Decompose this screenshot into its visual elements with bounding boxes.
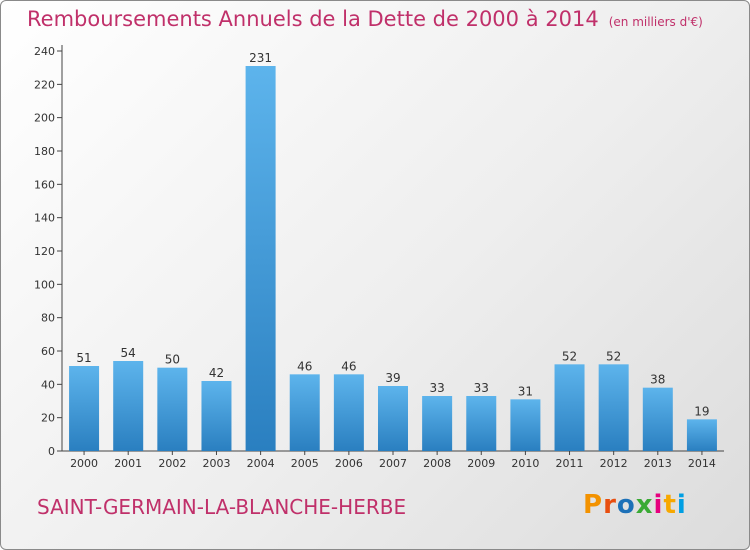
y-tick-label: 200 <box>34 112 55 125</box>
x-tick-label: 2009 <box>467 457 495 470</box>
x-tick-label: 2008 <box>423 457 451 470</box>
bar-2014 <box>686 419 717 451</box>
x-tick-label: 2005 <box>291 457 319 470</box>
y-tick-label: 160 <box>34 178 55 191</box>
y-tick-label: 220 <box>34 78 55 91</box>
x-tick-label: 2014 <box>688 457 716 470</box>
bar-2011 <box>554 364 585 451</box>
x-tick-label: 2010 <box>511 457 539 470</box>
x-tick-label: 2012 <box>600 457 628 470</box>
x-tick-label: 2003 <box>202 457 230 470</box>
proxiti-logo[interactable]: Proxiti <box>583 490 687 520</box>
x-axis: 2000 2001 2002 2003 2004 2005 2006 2007 2008 2009… <box>62 450 724 470</box>
logo-letter: i <box>676 490 687 520</box>
bar-2006 <box>333 374 364 451</box>
x-tick-label: 2013 <box>644 457 672 470</box>
y-tick-label: 100 <box>34 278 55 291</box>
bar-2009 <box>466 396 497 451</box>
x-tick-label: 2011 <box>556 457 584 470</box>
data-label-2005: 46 <box>297 359 312 373</box>
x-tick-label: 2001 <box>114 457 142 470</box>
chart-title: Remboursements Annuels de la Dette de 20… <box>27 7 703 31</box>
y-axis: 0 20 40 60 80 100 120 140 160 180 200 220 240 <box>34 45 63 458</box>
bar-2005 <box>289 374 320 451</box>
y-tick-label: 80 <box>41 312 55 325</box>
chart-title-text: Remboursements Annuels de la Dette de 20… <box>27 7 599 31</box>
bar-2000 <box>69 366 100 451</box>
data-labels: 51 54 50 42 231 46 46 39 33 33 31 52 52 38 19 <box>76 51 709 418</box>
logo-letter: x <box>635 490 654 520</box>
logo-letter: r <box>603 490 617 520</box>
y-tick-label: 120 <box>34 245 55 258</box>
y-tick-label: 180 <box>34 145 55 158</box>
data-label-2010: 31 <box>518 384 533 398</box>
logo-letter: i <box>653 490 664 520</box>
data-label-2003: 42 <box>209 366 224 380</box>
x-tick-label: 2004 <box>247 457 275 470</box>
y-tick-label: 240 <box>34 45 55 58</box>
bar-2003 <box>201 381 232 451</box>
logo-letter: t <box>663 490 677 520</box>
commune-name: SAINT-GERMAIN-LA-BLANCHE-HERBE <box>37 495 407 519</box>
data-label-2002: 50 <box>165 353 180 367</box>
data-label-2001: 54 <box>121 346 136 360</box>
bar-series <box>69 66 717 451</box>
data-label-2013: 38 <box>650 373 665 387</box>
bar-2002 <box>157 367 188 451</box>
data-label-2006: 46 <box>341 359 356 373</box>
data-label-2014: 19 <box>694 404 709 418</box>
y-tick-label: 140 <box>34 212 55 225</box>
x-tick-label: 2000 <box>70 457 98 470</box>
data-label-2007: 39 <box>385 371 400 385</box>
bar-2013 <box>642 387 673 451</box>
chart-unit: (en milliers d'€) <box>608 15 703 29</box>
data-label-2009: 33 <box>474 381 489 395</box>
bar-2012 <box>598 364 629 451</box>
y-tick-label: 20 <box>41 412 55 425</box>
bar-2008 <box>422 396 453 451</box>
bar-2007 <box>378 386 408 451</box>
y-tick-label: 40 <box>41 378 55 391</box>
y-tick-label: 0 <box>48 445 55 458</box>
x-tick-label: 2007 <box>379 457 407 470</box>
bar-2010 <box>510 399 541 451</box>
y-tick-label: 60 <box>41 345 55 358</box>
data-label-2011: 52 <box>562 349 577 363</box>
bar-2004 <box>245 66 276 451</box>
data-label-2012: 52 <box>606 349 621 363</box>
logo-letter: P <box>583 490 604 520</box>
logo-letter: o <box>616 490 636 520</box>
x-tick-label: 2006 <box>335 457 363 470</box>
data-label-2004: 231 <box>249 51 272 65</box>
data-label-2008: 33 <box>429 381 444 395</box>
x-tick-label: 2002 <box>158 457 186 470</box>
data-label-2000: 51 <box>76 351 91 365</box>
bar-2001 <box>113 361 144 451</box>
